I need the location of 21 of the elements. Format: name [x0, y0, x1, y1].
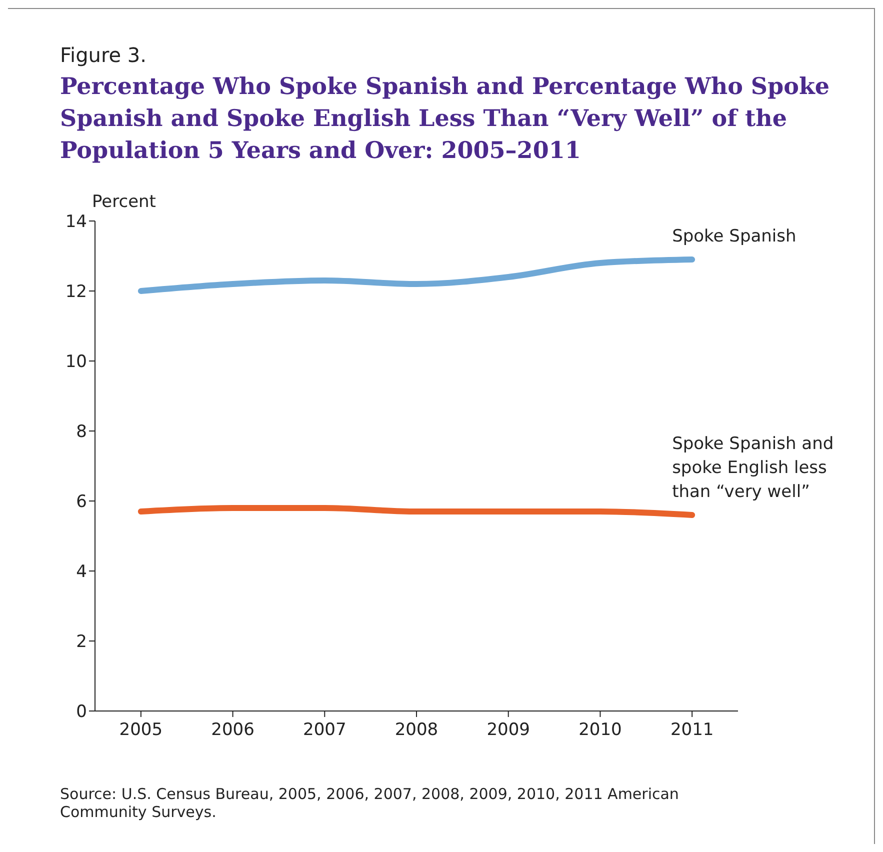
y-tick-label: 4 — [76, 562, 87, 582]
y-tick-label: 10 — [65, 352, 87, 372]
x-tick-label: 2009 — [486, 720, 530, 740]
series-label: Spoke Spanish — [672, 226, 796, 246]
x-tick-label: 2006 — [211, 720, 254, 740]
y-tick-label: 14 — [65, 212, 87, 232]
x-tick-label: 2010 — [578, 720, 622, 740]
source-note: Source: U.S. Census Bureau, 2005, 2006, 2007, 2008, 2009, 2010, 2011 American Community Surveys. — [60, 785, 680, 821]
x-tick-label: 2011 — [670, 720, 714, 740]
y-tick-label: 0 — [76, 702, 87, 722]
y-tick-label: 2 — [76, 632, 87, 652]
x-tick-label: 2008 — [394, 720, 438, 740]
y-tick-label: 8 — [76, 422, 87, 442]
x-tick-label: 2005 — [119, 720, 163, 740]
y-tick-label: 12 — [65, 282, 87, 302]
y-axis-title: Percent — [92, 192, 156, 212]
x-tick-label: 2007 — [303, 720, 346, 740]
chart-title: Percentage Who Spoke Spanish and Percentage Who Spoke Spanish and Spoke English Less Than “Very Well” of the Population 5 Years and Over: 2005–2011 — [60, 72, 831, 166]
chart-subtitle: Figure 3. — [60, 43, 147, 67]
y-tick-label: 6 — [76, 492, 87, 512]
series-label: Spoke Spanish and spoke English less than “very well” — [672, 434, 834, 502]
